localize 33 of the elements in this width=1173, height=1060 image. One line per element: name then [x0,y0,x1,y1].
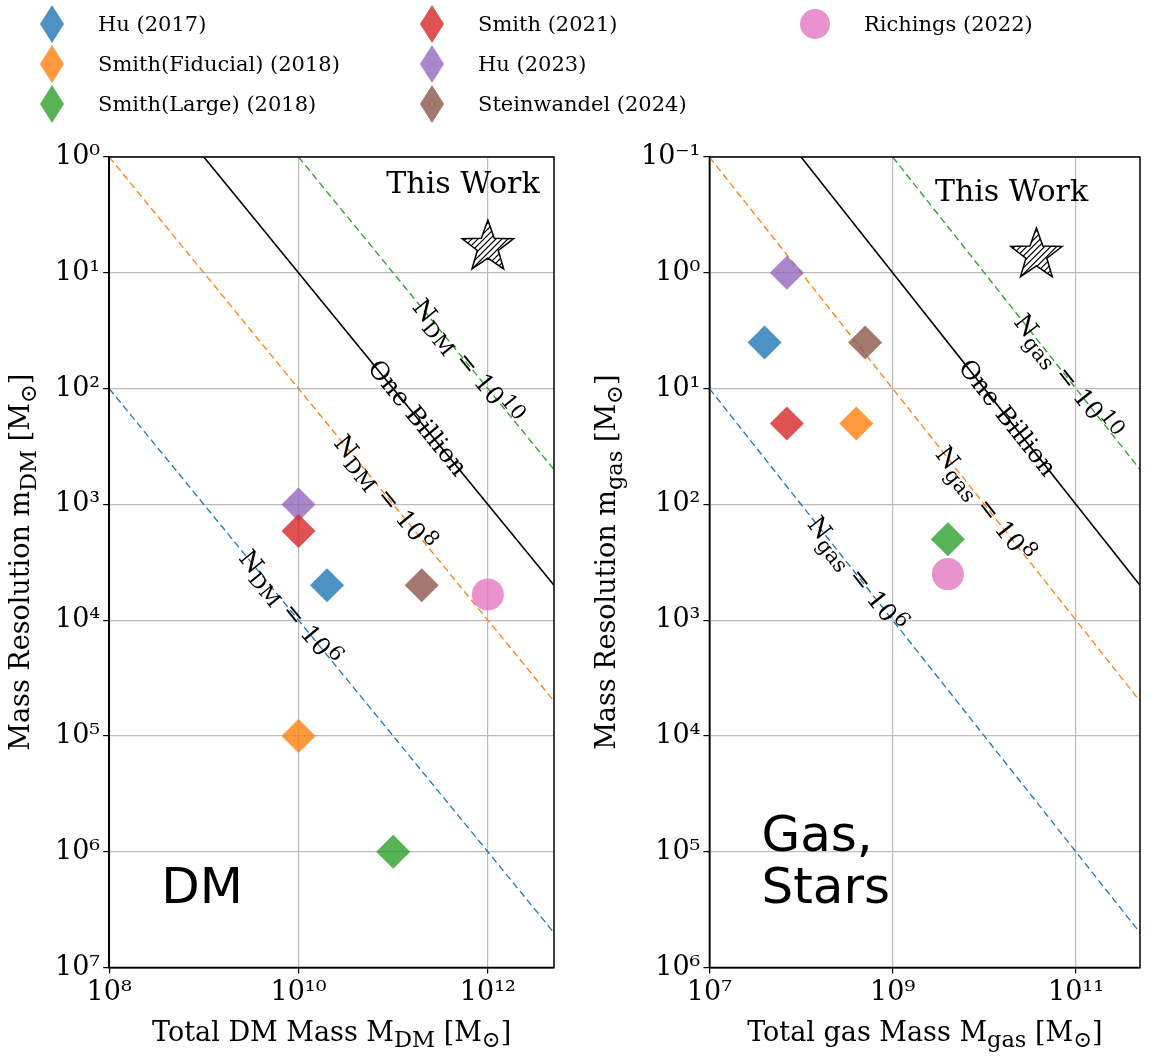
y-tick-label: 10⁵ [655,833,701,865]
annotation: This Work [934,172,1089,208]
x-tick-label: 10⁸ [86,974,132,1006]
y-tick-label: 10¹ [54,254,101,286]
y-tick-label: 10⁰ [54,139,101,171]
y-tick-label: 10³ [655,602,701,634]
legend-label: Richings (2022) [864,12,1033,36]
x-tick-label: 10¹² [459,974,516,1006]
y-tick-label: 10⁶ [54,833,101,865]
legend-label: Hu (2023) [478,52,587,76]
legend-label: Steinwandel (2024) [478,92,687,116]
annotation: Gas, Stars [761,804,891,916]
y-tick-label: 10³ [54,486,101,518]
y-tick-label: 10² [655,486,701,518]
y-tick-label: 10² [54,370,101,402]
y-tick-label: 10⁰ [655,254,701,286]
x-axis-title: Total gas Mass M$_{gas}$ [M$_{⊙}$] [747,1016,1103,1053]
x-axis-title: Total DM Mass M$_{DM}$ [M$_{⊙}$] [152,1016,512,1053]
y-tick-label: 10⁴ [54,602,101,634]
legend-label: Smith(Large) (2018) [98,92,317,116]
x-tick-label: 10¹¹ [1047,974,1104,1006]
y-tick-label: 10⁵ [54,718,101,750]
x-tick-label: 10¹⁰ [270,974,327,1006]
legend-label: Hu (2017) [98,12,207,36]
annotation: This Work [386,165,540,201]
y-tick-label: 10⁻¹ [640,139,701,171]
legend-label: Smith (2021) [478,12,618,36]
y-tick-label: 10¹ [655,370,701,402]
legend-label: Smith(Fiducial) (2018) [98,52,340,76]
y-tick-label: 10⁴ [655,718,701,750]
x-tick-label: 10⁹ [870,974,916,1006]
x-tick-label: 10⁷ [686,974,733,1006]
annotation: DM [161,856,243,915]
